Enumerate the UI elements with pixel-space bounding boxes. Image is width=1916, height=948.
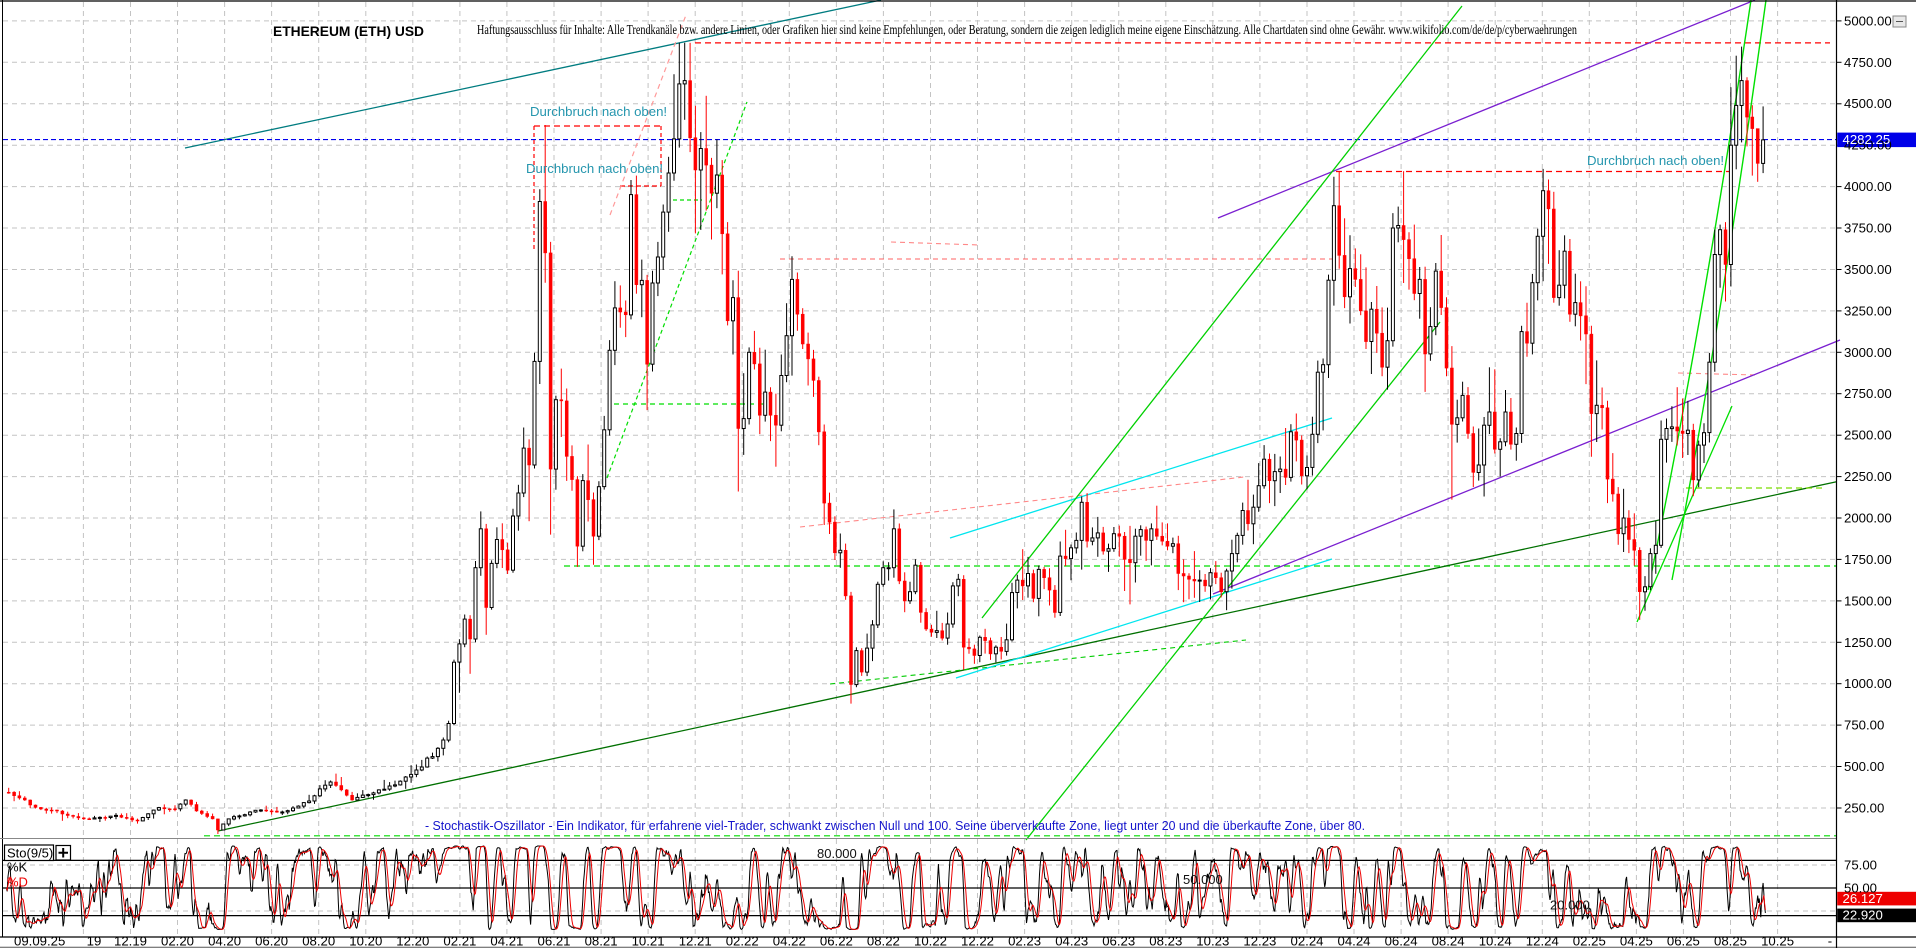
svg-text:12.20: 12.20 [396,934,429,948]
svg-text:04.20: 04.20 [208,934,241,948]
svg-text:ETHEREUM (ETH) USD: ETHEREUM (ETH) USD [273,24,424,39]
svg-text:1750.00: 1750.00 [1844,552,1892,567]
svg-text:04.24: 04.24 [1337,934,1370,948]
svg-text:20.000: 20.000 [1550,898,1590,913]
svg-text:4000.00: 4000.00 [1844,179,1892,194]
svg-text:80.000: 80.000 [817,846,857,861]
svg-text:4282.25: 4282.25 [1843,132,1891,147]
svg-text:75.00: 75.00 [1844,858,1877,873]
svg-text:10.20: 10.20 [349,934,382,948]
svg-text:02.23: 02.23 [1008,934,1041,948]
svg-text:04.21: 04.21 [490,934,523,948]
svg-text:50.000: 50.000 [1183,872,1223,887]
svg-text:Sto(9/5): Sto(9/5) [7,846,53,861]
svg-text:500.00: 500.00 [1844,759,1884,774]
svg-text:Durchbruch nach oben!: Durchbruch nach oben! [526,161,663,176]
svg-text:3000.00: 3000.00 [1844,345,1892,360]
svg-text:4500.00: 4500.00 [1844,96,1892,111]
svg-text:2250.00: 2250.00 [1844,469,1892,484]
svg-text:4750.00: 4750.00 [1844,55,1892,70]
svg-text:09.09.25: 09.09.25 [14,934,65,948]
svg-text:10.22: 10.22 [914,934,947,948]
svg-text:3250.00: 3250.00 [1844,303,1892,318]
svg-text:2500.00: 2500.00 [1844,428,1892,443]
svg-text:04.22: 04.22 [773,934,806,948]
svg-text:10.24: 10.24 [1479,934,1512,948]
svg-text:3750.00: 3750.00 [1844,221,1892,236]
svg-text:06.22: 06.22 [820,934,853,948]
svg-text:12.24: 12.24 [1526,934,1559,948]
svg-text:08.23: 08.23 [1149,934,1182,948]
svg-text:%D: %D [7,875,28,890]
svg-text:12.22: 12.22 [961,934,994,948]
svg-text:- Stochastik-Oszillator - Ein: - Stochastik-Oszillator - Ein Indikator,… [425,818,1365,833]
svg-text:1000.00: 1000.00 [1844,676,1892,691]
svg-text:06.24: 06.24 [1385,934,1418,948]
svg-text:04.23: 04.23 [1055,934,1088,948]
svg-text:12.23: 12.23 [1243,934,1276,948]
svg-text:02.24: 02.24 [1290,934,1323,948]
svg-text:-: - [1828,934,1832,948]
svg-text:2000.00: 2000.00 [1844,511,1892,526]
svg-text:5000.00: 5000.00 [1844,13,1892,28]
svg-text:02.25: 02.25 [1573,934,1606,948]
svg-text:22.920: 22.920 [1843,908,1883,923]
svg-text:250.00: 250.00 [1844,801,1884,816]
svg-text:3500.00: 3500.00 [1844,262,1892,277]
svg-text:Haftungsausschluss für Inhalte: Haftungsausschluss für Inhalte: Alle Tre… [477,22,1577,37]
svg-text:06.21: 06.21 [537,934,570,948]
svg-text:1500.00: 1500.00 [1844,593,1892,608]
svg-text:12.19: 12.19 [114,934,147,948]
svg-text:04.25: 04.25 [1620,934,1653,948]
svg-text:06.25: 06.25 [1667,934,1700,948]
svg-text:Durchbruch nach oben!: Durchbruch nach oben! [530,104,667,119]
svg-text:%K: %K [7,860,28,875]
svg-text:06.23: 06.23 [1102,934,1135,948]
svg-text:02.20: 02.20 [161,934,194,948]
svg-text:02.22: 02.22 [726,934,759,948]
svg-text:10.21: 10.21 [632,934,665,948]
svg-text:2750.00: 2750.00 [1844,386,1892,401]
svg-text:1250.00: 1250.00 [1844,635,1892,650]
svg-text:06.20: 06.20 [255,934,288,948]
svg-text:08.22: 08.22 [867,934,900,948]
svg-text:10.23: 10.23 [1196,934,1229,948]
svg-text:08.24: 08.24 [1432,934,1465,948]
svg-text:26.127: 26.127 [1843,891,1883,906]
svg-text:10.25: 10.25 [1761,934,1794,948]
svg-text:19: 19 [87,934,102,948]
svg-text:4250.00: 4250.00 [1844,138,1892,153]
svg-text:50.00: 50.00 [1844,881,1877,896]
svg-text:750.00: 750.00 [1844,718,1884,733]
svg-text:02.21: 02.21 [443,934,476,948]
svg-text:12.21: 12.21 [679,934,712,948]
svg-text:08.20: 08.20 [302,934,335,948]
svg-text:08.25: 08.25 [1714,934,1747,948]
svg-text:Durchbruch nach oben!: Durchbruch nach oben! [1587,153,1724,168]
svg-text:08.21: 08.21 [585,934,618,948]
